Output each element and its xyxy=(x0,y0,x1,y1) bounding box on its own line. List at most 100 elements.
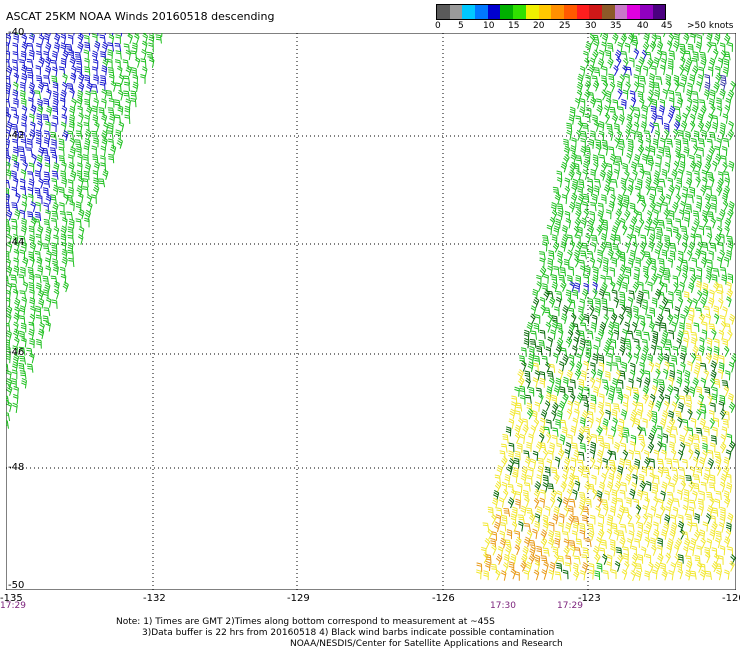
wind-barb xyxy=(675,218,682,228)
wind-barb xyxy=(545,321,552,333)
wind-barb xyxy=(124,114,131,125)
wind-barb xyxy=(648,240,655,252)
wind-barb xyxy=(673,40,680,52)
wind-barb xyxy=(69,200,75,212)
wind-barb xyxy=(614,137,620,149)
wind-barb xyxy=(42,187,49,197)
wind-barb xyxy=(577,465,585,477)
wind-barb xyxy=(592,49,599,61)
wind-barb xyxy=(6,128,11,140)
wind-barb xyxy=(53,234,59,245)
wind-barb xyxy=(583,274,589,284)
wind-barb xyxy=(728,401,736,413)
wind-barb xyxy=(696,386,702,396)
wind-barb xyxy=(114,99,121,109)
wind-barb xyxy=(556,290,563,301)
wind-barb xyxy=(569,299,576,309)
wind-barb xyxy=(715,153,722,165)
wind-barb xyxy=(578,313,585,325)
wind-barb xyxy=(536,506,543,517)
wind-barb xyxy=(727,546,734,556)
wind-barb xyxy=(6,89,10,100)
wind-barb xyxy=(594,570,601,581)
wind-barb xyxy=(509,408,516,420)
wind-barb xyxy=(677,168,684,180)
wind-barb xyxy=(568,169,575,181)
wind-barb xyxy=(702,288,709,300)
wind-barb xyxy=(675,265,682,277)
wind-barb xyxy=(725,370,731,381)
wind-barb xyxy=(698,344,705,356)
wind-barb xyxy=(533,569,540,581)
wind-barb xyxy=(639,427,647,437)
wind-barb xyxy=(664,513,671,525)
wind-barb xyxy=(21,337,27,348)
wind-barb xyxy=(663,353,670,365)
wind-barb xyxy=(590,402,596,413)
wind-barb xyxy=(648,233,656,245)
wind-barb xyxy=(37,265,44,276)
wind-barb xyxy=(725,97,732,109)
wind-barb xyxy=(116,137,123,149)
wind-barb xyxy=(77,162,83,173)
wind-barb xyxy=(105,90,113,100)
wind-barb xyxy=(639,168,645,180)
wind-barbs xyxy=(6,33,736,582)
wind-barb xyxy=(672,275,679,286)
wind-barb xyxy=(515,491,522,501)
wind-barb xyxy=(568,266,574,276)
legend-swatch xyxy=(437,5,450,19)
wind-barb xyxy=(508,442,515,453)
wind-barb xyxy=(26,58,34,68)
wind-barb xyxy=(620,409,628,420)
wind-barb xyxy=(579,442,586,453)
wind-barb xyxy=(574,368,582,380)
wind-barb xyxy=(12,89,19,100)
wind-barb xyxy=(46,105,53,117)
wind-barb xyxy=(630,570,636,582)
wind-barb xyxy=(615,472,623,484)
wind-barb xyxy=(581,554,588,564)
wind-barb xyxy=(519,433,526,445)
wind-barb xyxy=(13,248,20,260)
wind-barb xyxy=(644,570,650,581)
wind-barb xyxy=(707,66,714,77)
wind-barb xyxy=(727,208,734,220)
wind-barb xyxy=(668,329,674,340)
wind-barb xyxy=(533,322,540,333)
wind-barb xyxy=(711,547,718,557)
wind-barb xyxy=(670,448,677,460)
wind-barb xyxy=(45,41,52,53)
wind-barb xyxy=(716,97,722,108)
wind-barb xyxy=(701,321,708,332)
wind-barb xyxy=(668,90,675,100)
wind-barb xyxy=(593,386,599,397)
wind-barb xyxy=(515,536,522,548)
wind-barb xyxy=(711,202,717,213)
wind-barb xyxy=(653,170,660,182)
wind-barb xyxy=(30,216,37,228)
wind-barb xyxy=(602,145,609,156)
wind-barb xyxy=(698,312,706,324)
wind-barb xyxy=(476,562,483,573)
wind-barb xyxy=(668,184,675,196)
wind-barb xyxy=(528,553,536,565)
wind-barb xyxy=(568,498,576,508)
wind-barb xyxy=(596,104,603,116)
wind-barb xyxy=(654,130,661,141)
wind-barb xyxy=(520,473,527,485)
wind-barb xyxy=(21,201,28,213)
wind-barb xyxy=(646,410,654,422)
wind-barb xyxy=(11,225,18,236)
wind-barb xyxy=(634,107,641,117)
wind-barb xyxy=(49,147,57,157)
wind-barb xyxy=(578,330,585,340)
wind-barb xyxy=(704,201,712,213)
wind-barb xyxy=(12,51,19,61)
wind-barb xyxy=(664,394,671,405)
wind-barb xyxy=(590,202,597,212)
wind-barb xyxy=(543,307,551,317)
wind-barb xyxy=(657,537,663,548)
wind-barb xyxy=(519,355,526,365)
wind-barb xyxy=(118,121,125,133)
